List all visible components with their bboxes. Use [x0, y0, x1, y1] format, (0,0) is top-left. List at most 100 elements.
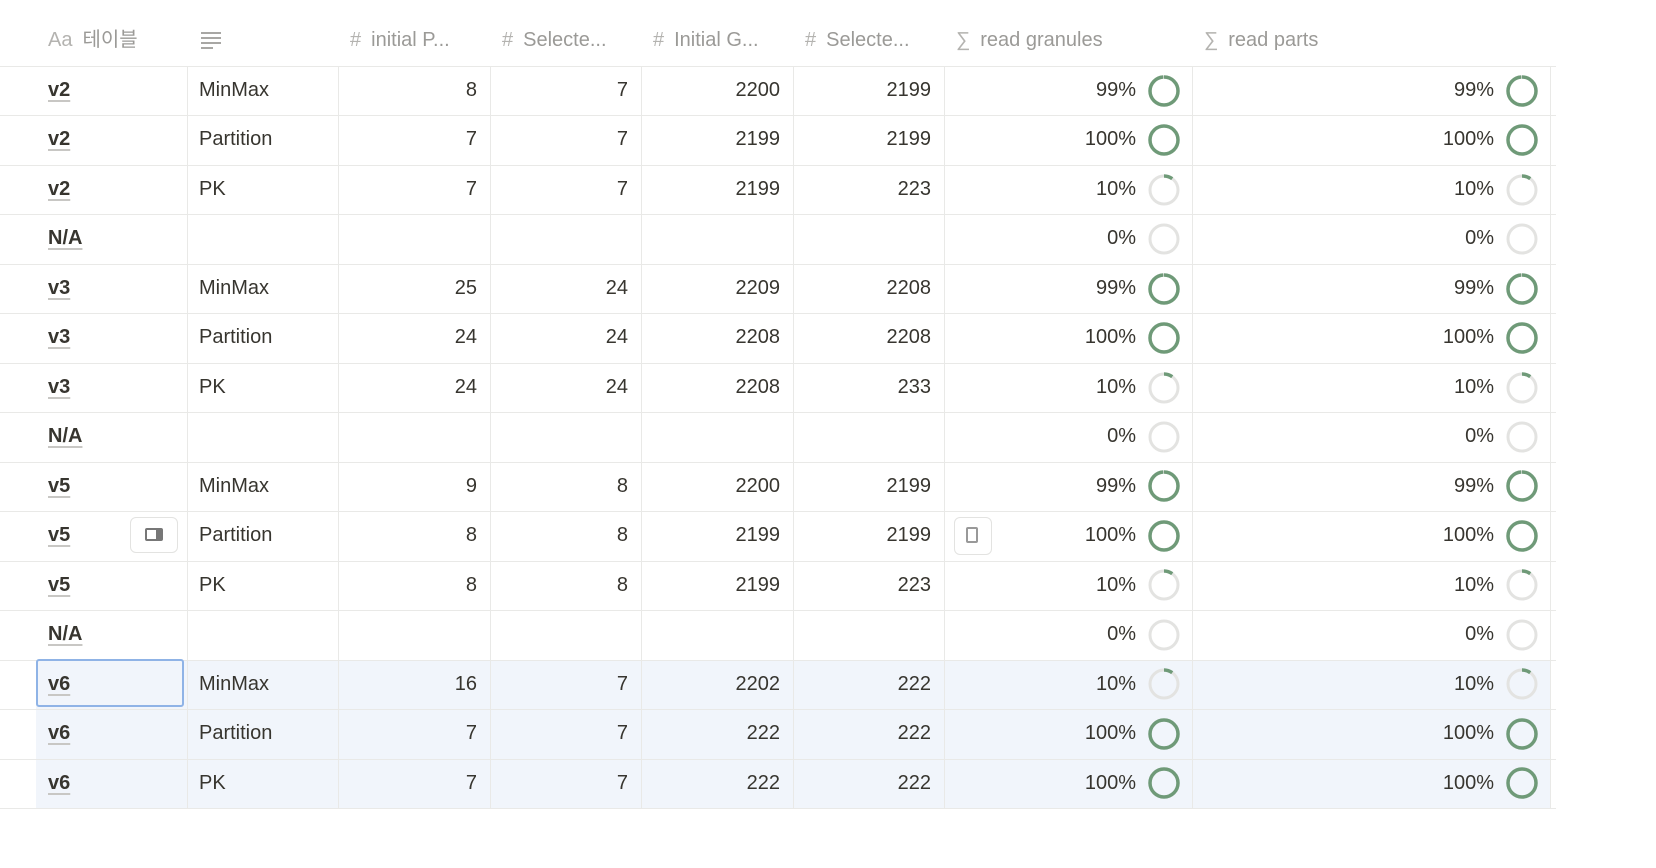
progress-ring	[1506, 124, 1538, 156]
ring-track	[1506, 619, 1538, 651]
percent-label: 0%	[1465, 227, 1494, 250]
progress-ring	[1506, 470, 1538, 503]
progress-ring	[1148, 470, 1180, 503]
number-cell: 8	[465, 524, 477, 547]
ring-progress	[1506, 322, 1538, 354]
column-header[interactable]: # Selecte...	[502, 20, 607, 60]
percent-label: 0%	[1107, 623, 1136, 646]
column-header[interactable]: # Initial G...	[653, 20, 759, 60]
progress-ring	[1148, 569, 1180, 602]
ring-track	[1148, 668, 1180, 700]
ring-track	[1148, 223, 1180, 255]
row-title[interactable]: N/A	[48, 623, 83, 646]
number-cell: 2208	[886, 276, 932, 299]
ring-track	[1148, 174, 1180, 206]
percent-label: 0%	[1465, 425, 1494, 448]
index-type: MinMax	[199, 672, 270, 695]
number-cell: 2209	[735, 276, 781, 299]
progress-ring	[1148, 124, 1180, 156]
percent-label: 10%	[1095, 177, 1136, 200]
number-cell: 2199	[735, 524, 781, 547]
percent-label: 10%	[1453, 177, 1494, 200]
progress-ring	[1506, 619, 1538, 651]
cell-selection	[36, 658, 184, 708]
column-header[interactable]: ∑ read granules	[956, 20, 1103, 60]
percent-label: 10%	[1095, 573, 1136, 596]
ring-track	[1506, 174, 1538, 206]
copy-icon	[966, 527, 978, 544]
column-header[interactable]: ∑ read parts	[1204, 20, 1318, 60]
text-property-icon	[201, 32, 221, 49]
progress-ring	[1506, 520, 1538, 552]
percent-label: 99%	[1095, 276, 1136, 299]
number-cell: 24	[605, 276, 628, 299]
row-title[interactable]: v2	[48, 177, 71, 200]
index-type: PK	[199, 771, 226, 794]
progress-ring	[1148, 619, 1180, 651]
row-title[interactable]: v3	[48, 326, 71, 349]
number-cell: 2199	[735, 573, 781, 596]
column-border	[187, 66, 188, 809]
row-title[interactable]: v5	[48, 524, 71, 547]
row-border	[0, 511, 1556, 513]
number-cell: 233	[897, 375, 931, 398]
percent-label: 100%	[1084, 722, 1136, 745]
progress-ring	[1148, 668, 1180, 701]
ring-progress	[1506, 470, 1538, 503]
row-title[interactable]: v6	[48, 771, 71, 794]
percent-label: 10%	[1453, 672, 1494, 695]
number-cell: 2208	[735, 375, 781, 398]
row-title[interactable]: v3	[48, 276, 71, 299]
number-cell: 2199	[886, 128, 932, 151]
index-type: PK	[199, 573, 226, 596]
number-cell: 25	[454, 276, 477, 299]
column-border	[1550, 66, 1551, 809]
ring-track	[1506, 223, 1538, 255]
index-type: MinMax	[199, 79, 270, 101]
column-header[interactable]: Aa 테이블	[48, 20, 138, 60]
percent-label: 10%	[1453, 375, 1494, 398]
index-type: PK	[199, 177, 226, 200]
row-title[interactable]: v6	[48, 722, 71, 745]
progress-ring	[1506, 272, 1538, 305]
column-header[interactable]: # Selecte...	[805, 20, 910, 60]
percent-label: 100%	[1442, 722, 1494, 745]
row-title[interactable]: v2	[48, 79, 71, 101]
number-cell: 222	[897, 672, 931, 695]
column-name: Initial G...	[674, 29, 759, 51]
column-border	[793, 66, 794, 809]
number-cell: 2208	[886, 326, 932, 349]
row-border	[0, 808, 1556, 810]
row-border	[0, 263, 1556, 265]
index-type: Partition	[199, 128, 273, 151]
row-title[interactable]: v5	[48, 573, 71, 596]
copy-button[interactable]	[954, 517, 992, 556]
percent-label: 0%	[1465, 623, 1494, 646]
row-title[interactable]: v5	[48, 474, 71, 497]
number-cell: 24	[605, 375, 628, 398]
progress-ring	[1148, 223, 1180, 255]
number-cell: 2199	[886, 79, 932, 101]
percent-label: 10%	[1453, 573, 1494, 596]
column-icon: #	[502, 29, 514, 51]
number-cell: 16	[454, 672, 477, 695]
number-cell: 24	[454, 375, 477, 398]
ring-progress	[1148, 322, 1180, 354]
column-icon: ∑	[956, 29, 971, 51]
row-title[interactable]: N/A	[48, 425, 83, 448]
number-cell: 2199	[735, 128, 781, 151]
row-title[interactable]: N/A	[48, 227, 83, 250]
row-title[interactable]: v2	[48, 128, 71, 151]
column-icon: ∑	[1204, 29, 1219, 51]
number-cell: 2199	[886, 524, 932, 547]
column-header[interactable]: # initial P...	[350, 20, 450, 60]
ring-progress	[1148, 371, 1180, 404]
ring-progress	[1506, 718, 1538, 750]
progress-ring	[1148, 520, 1180, 552]
row-title[interactable]: v6	[48, 672, 71, 695]
row-title[interactable]: v3	[48, 375, 71, 398]
open-page-button[interactable]	[130, 517, 178, 554]
ring-progress	[1148, 718, 1180, 750]
index-type: Partition	[199, 722, 273, 745]
